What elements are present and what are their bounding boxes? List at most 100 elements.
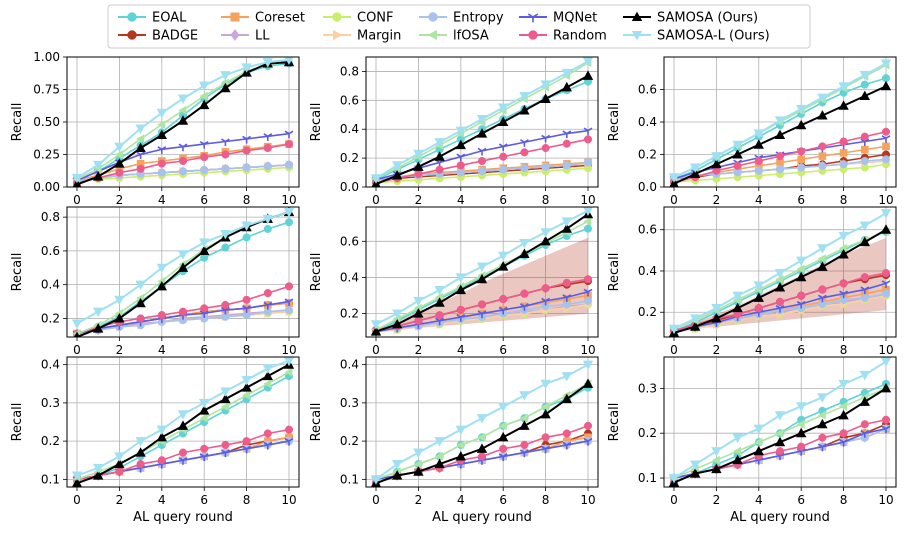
series-samosa-l-ours — [71, 208, 295, 329]
data-point — [817, 93, 828, 104]
data-point — [817, 418, 828, 429]
data-point — [263, 301, 273, 310]
y-axis-label: Recall — [309, 253, 324, 292]
legend-frame — [107, 4, 811, 49]
data-point — [562, 429, 571, 438]
data-point — [220, 393, 231, 404]
data-point — [774, 268, 786, 279]
data-point — [690, 163, 701, 173]
data-point — [882, 285, 890, 294]
data-point — [818, 161, 827, 170]
data-point — [263, 133, 273, 141]
data-point — [135, 447, 146, 457]
plot-area — [370, 360, 594, 487]
series-samosa-ours — [669, 80, 892, 187]
data-point — [434, 458, 445, 469]
data-point — [561, 68, 572, 79]
x-tick-label: 2 — [116, 493, 124, 507]
data-point — [562, 300, 571, 309]
x-tick-label: 4 — [457, 193, 465, 207]
x-tick-label: 2 — [713, 193, 721, 207]
data-point — [93, 323, 104, 333]
data-point — [861, 145, 869, 154]
data-point — [838, 231, 849, 242]
data-point — [220, 138, 230, 147]
data-point — [540, 235, 551, 246]
y-tick-label: 1.00 — [33, 50, 60, 64]
data-point — [114, 142, 125, 153]
data-point — [838, 409, 849, 420]
data-point — [434, 151, 445, 161]
panel-2: 0.0 0.2 0.4 0.6 0.8 0 2 4 6 8 10 Recall — [309, 56, 599, 207]
data-point — [754, 437, 763, 447]
data-point — [498, 421, 507, 431]
data-point — [775, 274, 784, 284]
data-point — [711, 158, 722, 169]
data-point — [732, 149, 743, 159]
data-point — [817, 393, 828, 403]
data-point — [157, 456, 166, 465]
data-point — [711, 313, 722, 323]
data-point — [519, 239, 530, 249]
data-point — [583, 135, 593, 144]
x-tick-label: 6 — [499, 493, 507, 507]
data-point — [178, 143, 188, 152]
data-point — [880, 80, 892, 91]
data-point — [540, 228, 551, 238]
data-point — [157, 120, 166, 129]
data-point — [541, 284, 550, 293]
data-point — [435, 165, 444, 174]
data-point — [498, 251, 509, 262]
data-point — [178, 307, 188, 316]
series-samosa-l-ours — [370, 57, 594, 184]
legend-entry-badge: BADGE — [118, 29, 198, 44]
x-tick-label: 0 — [670, 343, 678, 357]
data-point — [859, 70, 870, 81]
data-point — [242, 163, 251, 172]
data-point — [860, 286, 870, 295]
data-point — [562, 161, 571, 170]
data-point — [860, 293, 869, 302]
data-point — [283, 357, 295, 367]
legend-marker — [528, 30, 538, 40]
x-tick-label: 0 — [372, 193, 380, 207]
data-point — [817, 294, 827, 303]
x-tick-label: 4 — [755, 493, 763, 507]
legend-entry-mqnet: MQNet — [519, 11, 597, 26]
data-point — [392, 460, 403, 470]
data-point — [136, 159, 145, 168]
data-point — [880, 209, 892, 219]
data-point — [370, 320, 382, 330]
legend-marker — [332, 12, 342, 22]
legend-label: Margin — [357, 29, 401, 44]
data-point — [435, 317, 445, 326]
data-point — [476, 273, 488, 284]
x-tick-label: 6 — [499, 343, 507, 357]
data-point — [199, 405, 210, 415]
data-point — [199, 238, 210, 248]
y-axis-label: Recall — [10, 403, 25, 442]
data-point — [136, 134, 145, 144]
data-point — [498, 306, 508, 315]
data-point — [455, 126, 466, 137]
panel-9: 0.1 0.2 0.3 0 2 4 6 8 10 Recall AL query round — [607, 356, 897, 525]
data-point — [860, 273, 869, 282]
data-point — [157, 276, 166, 286]
y-tick-label: 0.2 — [638, 148, 657, 162]
legend-label: SAMOSA-L (Ours) — [657, 29, 770, 44]
data-point — [859, 236, 870, 247]
data-point — [115, 467, 124, 476]
data-point — [818, 433, 827, 442]
data-point — [200, 153, 209, 162]
data-point — [178, 457, 188, 465]
plot-area — [668, 209, 892, 337]
data-point — [817, 244, 828, 254]
data-point — [797, 291, 806, 300]
data-point — [156, 263, 167, 274]
y-axis-label: Recall — [10, 253, 25, 292]
data-point — [562, 139, 571, 148]
x-tick-label: 2 — [415, 193, 423, 207]
series-samosa-l-ours — [71, 57, 294, 184]
data-point — [477, 310, 487, 319]
data-point — [156, 425, 167, 436]
